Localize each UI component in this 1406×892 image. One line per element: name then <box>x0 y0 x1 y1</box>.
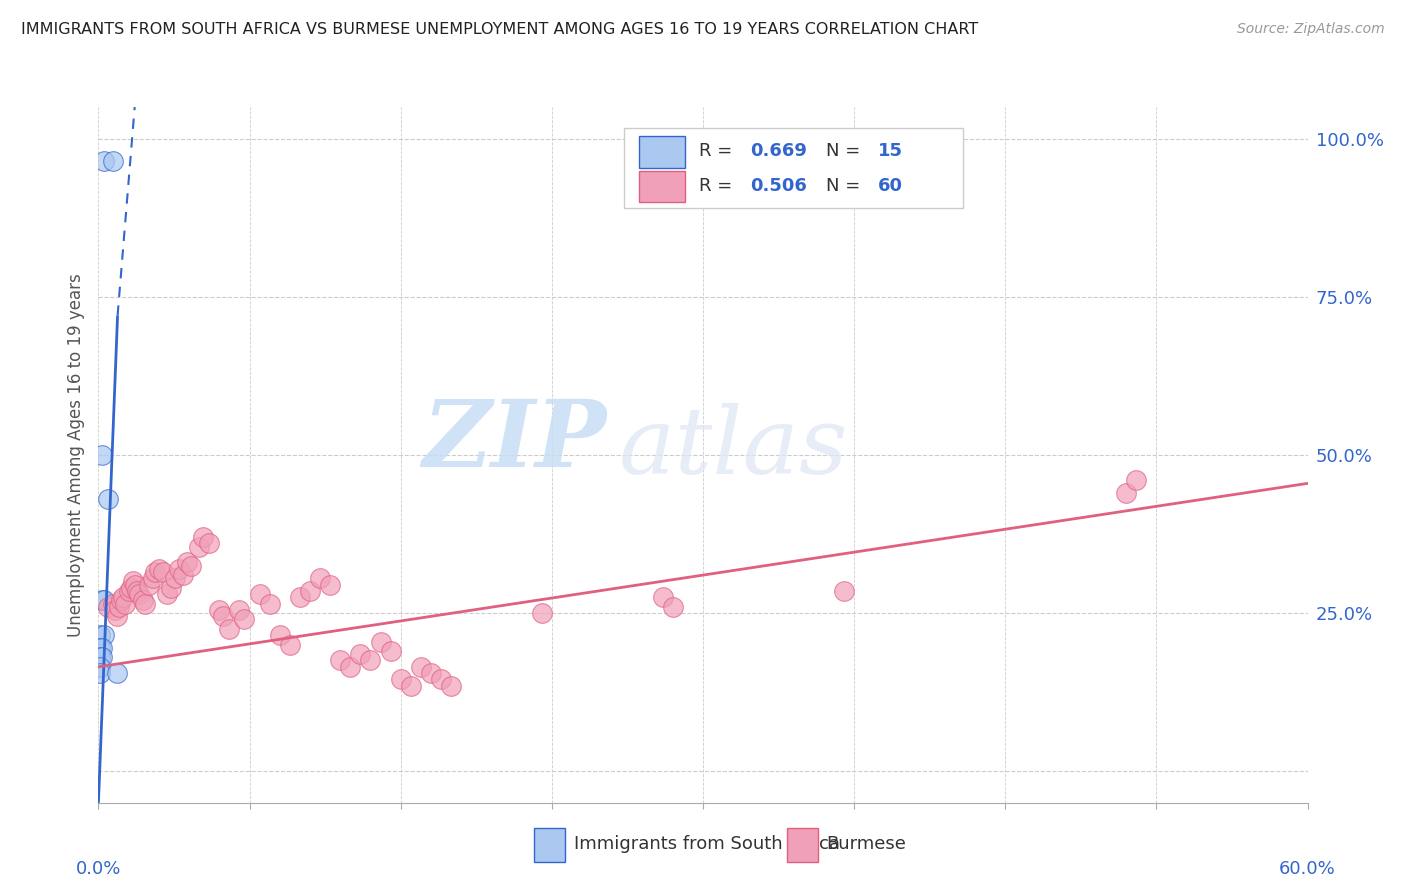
Point <box>97 599 120 614</box>
Point <box>118 583 141 598</box>
Point <box>198 536 221 550</box>
Point <box>152 565 174 579</box>
Text: IMMIGRANTS FROM SOUTH AFRICA VS BURMESE UNEMPLOYMENT AMONG AGES 16 TO 19 YEARS C: IMMIGRANTS FROM SOUTH AFRICA VS BURMESE … <box>21 22 979 37</box>
Text: 0.669: 0.669 <box>751 142 807 160</box>
Point <box>167 562 190 576</box>
Point <box>93 153 115 168</box>
Text: atlas: atlas <box>619 403 848 493</box>
Point <box>1115 486 1137 500</box>
Point <box>107 599 129 614</box>
Point <box>101 153 124 168</box>
Point <box>93 628 115 642</box>
Point <box>360 653 382 667</box>
Point <box>91 593 114 607</box>
Point <box>110 593 132 607</box>
Point <box>172 568 194 582</box>
Point <box>121 574 143 589</box>
Point <box>138 577 160 591</box>
Point <box>180 558 202 573</box>
Text: N =: N = <box>827 177 866 194</box>
Point <box>114 597 136 611</box>
Point <box>259 597 281 611</box>
Point <box>1125 473 1147 487</box>
Point <box>399 679 422 693</box>
Point <box>91 448 114 462</box>
Point <box>143 565 166 579</box>
Point <box>188 540 211 554</box>
Point <box>160 581 183 595</box>
Point <box>530 606 553 620</box>
Point <box>278 638 301 652</box>
Text: Source: ZipAtlas.com: Source: ZipAtlas.com <box>1237 22 1385 37</box>
Text: ZIP: ZIP <box>422 396 606 486</box>
Point <box>349 647 371 661</box>
Point <box>89 640 111 655</box>
FancyBboxPatch shape <box>638 136 685 168</box>
Text: 0.0%: 0.0% <box>76 860 121 878</box>
Point <box>105 609 128 624</box>
Point <box>430 673 453 687</box>
Text: R =: R = <box>699 177 738 194</box>
Point <box>89 628 111 642</box>
Point <box>176 556 198 570</box>
Point <box>651 591 673 605</box>
Text: 15: 15 <box>879 142 903 160</box>
Text: R =: R = <box>699 142 738 160</box>
Point <box>91 650 114 665</box>
Text: 60: 60 <box>879 177 903 194</box>
Point <box>218 622 240 636</box>
Point <box>319 577 342 591</box>
Point <box>228 603 250 617</box>
Point <box>661 599 683 614</box>
Point <box>380 644 402 658</box>
Point <box>832 583 855 598</box>
FancyBboxPatch shape <box>624 128 963 208</box>
Point <box>339 660 361 674</box>
Point <box>148 562 170 576</box>
Point <box>232 612 254 626</box>
Point <box>309 571 332 585</box>
Point <box>103 603 125 617</box>
Text: N =: N = <box>827 142 866 160</box>
Point <box>419 666 441 681</box>
Point <box>269 628 291 642</box>
Point <box>299 583 322 598</box>
Point <box>249 587 271 601</box>
Point <box>142 571 165 585</box>
FancyBboxPatch shape <box>638 171 685 202</box>
Point <box>212 609 235 624</box>
Point <box>440 679 463 693</box>
Text: Burmese: Burmese <box>827 835 907 853</box>
Point <box>111 591 134 605</box>
Text: 60.0%: 60.0% <box>1279 860 1336 878</box>
Point <box>124 577 146 591</box>
Point <box>97 492 120 507</box>
Point <box>329 653 352 667</box>
Point <box>89 660 111 674</box>
Point <box>134 597 156 611</box>
Point <box>132 593 155 607</box>
Point <box>163 571 186 585</box>
Point <box>128 587 150 601</box>
Point <box>120 581 142 595</box>
Point <box>89 666 111 681</box>
Text: 0.506: 0.506 <box>751 177 807 194</box>
Point <box>208 603 231 617</box>
Point <box>193 530 215 544</box>
Point <box>101 597 124 611</box>
Point <box>288 591 311 605</box>
Point <box>370 634 392 648</box>
Point <box>156 587 179 601</box>
Text: Immigrants from South Africa: Immigrants from South Africa <box>574 835 839 853</box>
Point <box>93 593 115 607</box>
Point <box>409 660 432 674</box>
Point <box>389 673 412 687</box>
Y-axis label: Unemployment Among Ages 16 to 19 years: Unemployment Among Ages 16 to 19 years <box>66 273 84 637</box>
Point <box>91 640 114 655</box>
Point <box>89 650 111 665</box>
Point <box>125 583 148 598</box>
Point <box>105 666 128 681</box>
